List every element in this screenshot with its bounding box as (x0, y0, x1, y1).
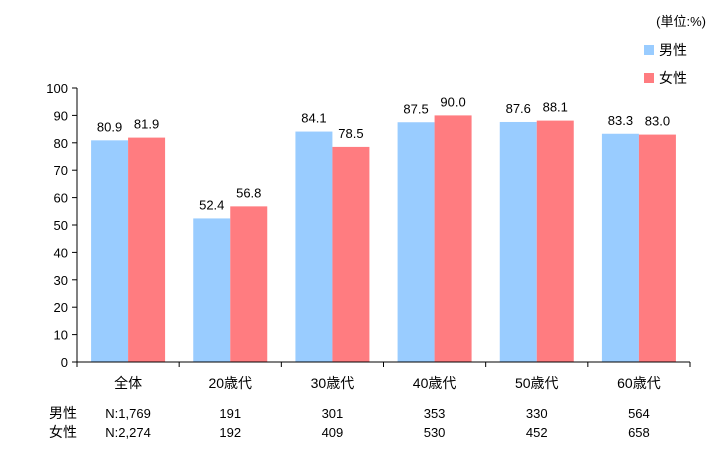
y-tick-label: 40 (54, 245, 68, 260)
category-label: 60歳代 (617, 375, 661, 391)
y-tick-label: 30 (54, 273, 68, 288)
bar (499, 121, 537, 362)
bar (128, 137, 166, 362)
y-tick-label: 0 (61, 355, 68, 370)
category-label: 40歳代 (413, 375, 457, 391)
category-label: 30歳代 (311, 375, 355, 391)
sample-count: N:1,769 (105, 406, 151, 421)
bar-value-label: 83.3 (608, 113, 633, 128)
sample-count: 409 (322, 425, 344, 440)
y-tick-label: 10 (54, 328, 68, 343)
sample-count: 564 (628, 406, 650, 421)
legend-label-female: 女性 (659, 70, 687, 86)
y-tick-label: 100 (46, 81, 68, 96)
legend-swatch-female (644, 73, 654, 83)
sample-size-table: 男性 N:1,769 191 301 353 330 564 女性 N:2,274 192 409 5… (49, 405, 650, 440)
legend: 男性 女性 (644, 42, 687, 86)
bar-value-label: 84.1 (301, 111, 326, 126)
sample-count: 191 (219, 406, 241, 421)
bar (638, 134, 676, 362)
legend-swatch-male (644, 45, 654, 55)
y-tick-label: 90 (54, 108, 68, 123)
bar (193, 218, 231, 362)
bar-value-label: 52.4 (199, 197, 224, 212)
y-tick-label: 70 (54, 163, 68, 178)
category-label: 20歳代 (208, 375, 252, 391)
bar-value-label: 83.0 (645, 114, 670, 129)
y-tick-label: 50 (54, 218, 68, 233)
bar-value-label: 87.5 (403, 101, 428, 116)
bar-value-label: 56.8 (236, 185, 261, 200)
sample-count: 530 (424, 425, 446, 440)
bar-value-label: 81.9 (134, 117, 159, 132)
bar (295, 131, 333, 362)
bar-value-label: 90.0 (440, 94, 465, 109)
bar-value-label: 78.5 (338, 126, 363, 141)
bar-value-label: 88.1 (543, 100, 568, 115)
value-labels: 80.9 81.9 52.4 56.8 84.1 78.5 87.5 90.0 87.6 88.1… (97, 94, 670, 212)
sample-count: 301 (322, 406, 344, 421)
sample-count: 353 (424, 406, 446, 421)
category-label: 50歳代 (515, 375, 559, 391)
bar (332, 146, 370, 362)
sample-count: 452 (526, 425, 548, 440)
y-tick-label: 60 (54, 191, 68, 206)
category-label: 全体 (114, 375, 142, 391)
bar (434, 115, 472, 363)
y-tick-label: 80 (54, 136, 68, 151)
bar (601, 133, 639, 362)
bar-value-label: 87.6 (506, 101, 531, 116)
bar (536, 120, 574, 362)
bar (397, 122, 435, 362)
x-axis: 全体 20歳代 30歳代 40歳代 50歳代 60歳代 (76, 361, 691, 391)
sample-row-label: 男性 (49, 405, 77, 421)
sample-count: 192 (219, 425, 241, 440)
bar-value-label: 80.9 (97, 119, 122, 134)
y-axis: 0 10 20 30 40 50 60 70 80 90 100 (46, 81, 78, 370)
sample-count: 658 (628, 425, 650, 440)
bar (91, 140, 129, 362)
sample-row-label: 女性 (49, 424, 77, 440)
sample-count: N:2,274 (105, 425, 151, 440)
sample-count: 330 (526, 406, 548, 421)
bar (230, 206, 268, 362)
y-tick-label: 20 (54, 300, 68, 315)
unit-label: (単位:%) (656, 14, 706, 29)
legend-label-male: 男性 (659, 42, 687, 58)
bars (91, 115, 676, 363)
